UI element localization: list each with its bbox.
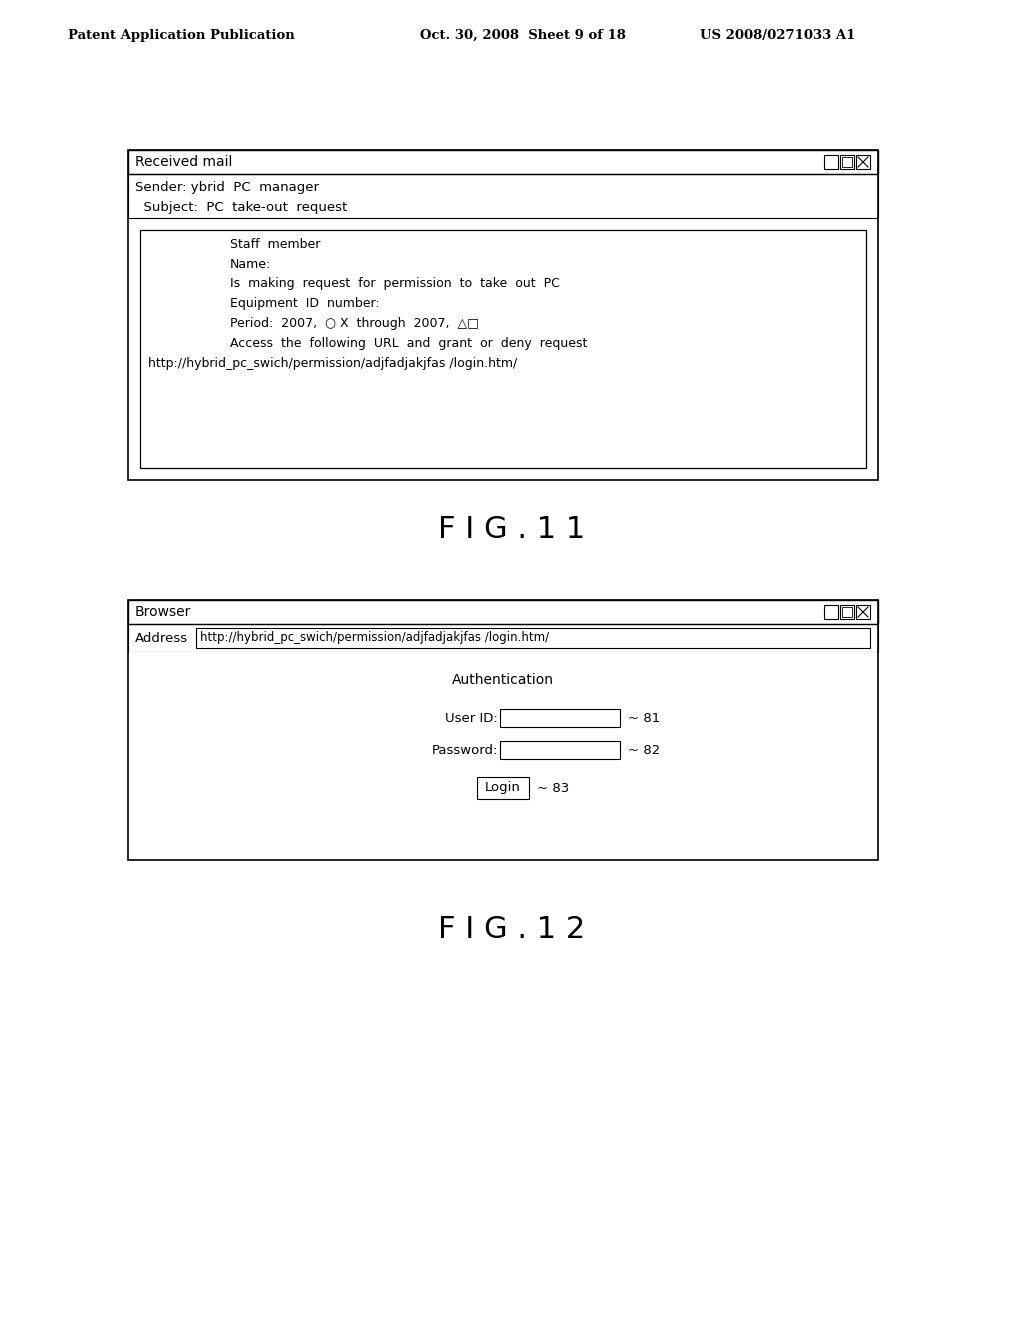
Bar [856,605,870,619]
Bar [128,150,878,174]
Bar [840,154,854,169]
Text: http://hybrid_pc_swich/permission/adjfadjakjfas /login.htm/: http://hybrid_pc_swich/permission/adjfad… [200,631,549,644]
Bar [128,174,878,218]
Text: F I G . 1 2: F I G . 1 2 [438,916,586,945]
Text: Staff  member: Staff member [230,238,321,251]
Bar [477,777,529,799]
Text: Sender: ybrid  PC  manager: Sender: ybrid PC manager [135,181,319,194]
Bar [500,741,620,759]
Text: Period:  2007,  ○ X  through  2007,  △□: Period: 2007, ○ X through 2007, △□ [230,318,479,330]
Bar [196,628,870,648]
Bar [842,157,852,168]
Text: US 2008/0271033 A1: US 2008/0271033 A1 [700,29,855,41]
Text: Address: Address [135,631,188,644]
Bar [856,154,870,169]
Text: Browser: Browser [135,605,191,619]
Text: F I G . 1 1: F I G . 1 1 [438,516,586,544]
Bar [824,154,838,169]
Text: ~ 82: ~ 82 [628,743,660,756]
Text: Equipment  ID  number:: Equipment ID number: [230,297,380,310]
Text: http://hybrid_pc_swich/permission/adjfadjakjfas /login.htm/: http://hybrid_pc_swich/permission/adjfad… [148,358,517,371]
Bar [500,709,620,727]
Bar [128,624,878,652]
Text: Password:: Password: [432,743,498,756]
Text: Oct. 30, 2008  Sheet 9 of 18: Oct. 30, 2008 Sheet 9 of 18 [420,29,626,41]
Text: Access  the  following  URL  and  grant  or  deny  request: Access the following URL and grant or de… [230,338,588,351]
Text: Received mail: Received mail [135,154,232,169]
Bar [824,605,838,619]
Text: User ID:: User ID: [445,711,498,725]
Text: ~ 81: ~ 81 [628,711,660,725]
Bar [129,652,877,859]
Bar [128,601,878,624]
Text: Patent Application Publication: Patent Application Publication [68,29,295,41]
Bar [840,605,854,619]
Text: Name:: Name: [230,257,271,271]
Bar [128,150,878,480]
Text: Subject:  PC  take-out  request: Subject: PC take-out request [135,201,347,214]
Bar [140,230,866,469]
Bar [842,607,852,616]
Text: ~ 83: ~ 83 [537,781,569,795]
Bar [128,601,878,861]
Text: Is  making  request  for  permission  to  take  out  PC: Is making request for permission to take… [230,277,560,290]
Text: Login: Login [485,781,521,795]
Text: Authentication: Authentication [452,673,554,686]
